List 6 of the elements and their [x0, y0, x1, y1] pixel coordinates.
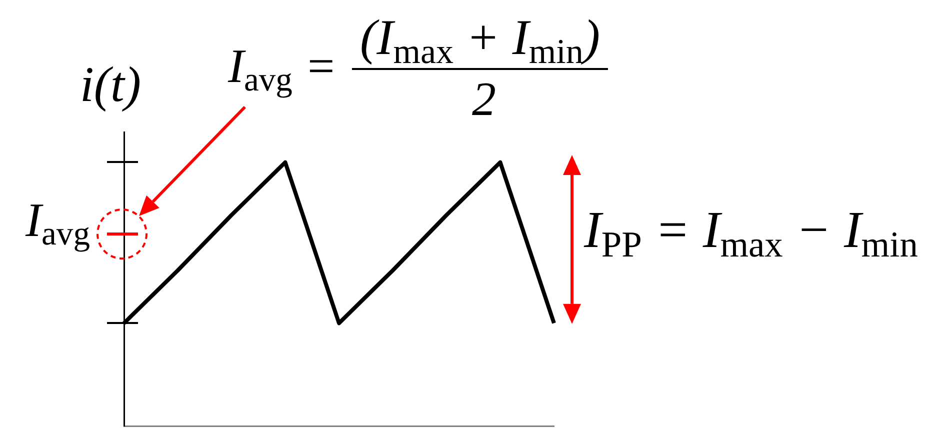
text: 2 — [472, 72, 496, 126]
ref-line-label: I$_{avg}$ — [26, 194, 90, 254]
y-axis-title: i(t) — [80, 56, 142, 112]
text: I$_{PP}$ = I$_{max}$ − I$_{min}$ — [584, 202, 918, 265]
text: I$_{avg}$ = — [228, 40, 337, 98]
text: (I$_{max}$ + I$_{min}$) — [352, 9, 608, 72]
